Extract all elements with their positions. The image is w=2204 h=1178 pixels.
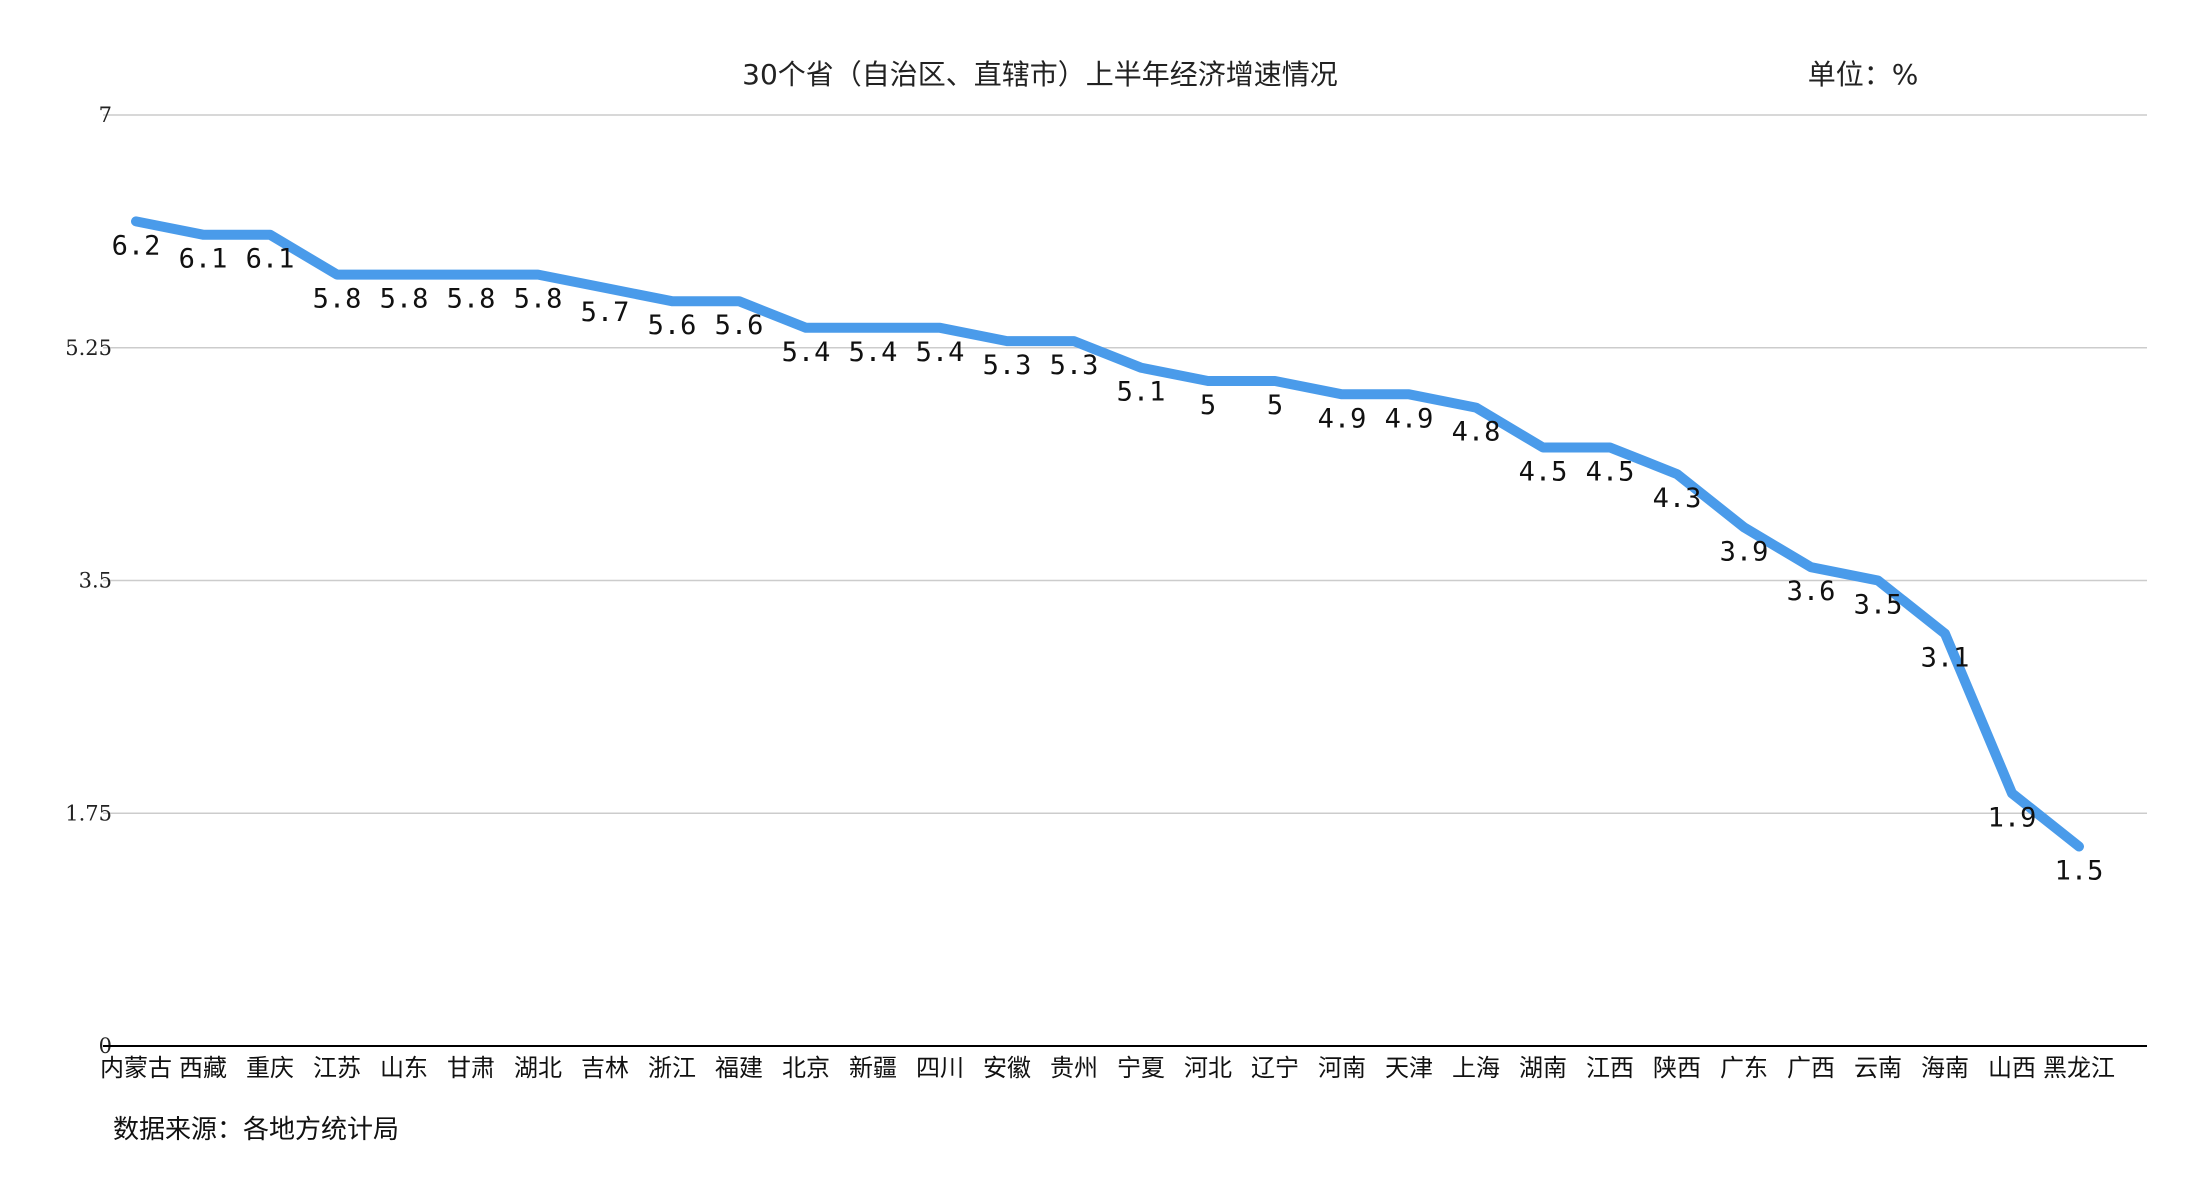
data-label: 4.9 <box>1385 403 1434 434</box>
y-axis-ticks: 01.753.55.257 <box>65 103 112 1058</box>
data-label: 5.8 <box>514 284 563 315</box>
unit-label: 单位：% <box>1808 58 1919 91</box>
x-category-label: 宁夏 <box>1117 1054 1165 1082</box>
x-category-label: 四川 <box>916 1054 964 1082</box>
x-category-label: 内蒙古 <box>100 1054 172 1082</box>
x-category-label: 广东 <box>1720 1054 1768 1082</box>
data-label: 1.9 <box>1988 802 2037 833</box>
data-label: 4.8 <box>1452 417 1501 448</box>
x-category-label: 陕西 <box>1653 1054 1701 1082</box>
x-category-label: 江西 <box>1586 1054 1634 1082</box>
data-label: 5.7 <box>581 297 630 328</box>
chart-title: 30个省（自治区、直辖市）上半年经济增速情况 <box>742 58 1338 91</box>
source-note: 数据来源：各地方统计局 <box>113 1115 399 1145</box>
x-category-label: 湖南 <box>1519 1054 1567 1082</box>
x-category-label: 山东 <box>380 1054 428 1082</box>
x-category-label: 甘肃 <box>447 1054 495 1082</box>
data-label: 4.5 <box>1586 457 1635 488</box>
x-category-label: 上海 <box>1452 1054 1500 1082</box>
data-label: 3.9 <box>1720 536 1769 567</box>
x-category-label: 海南 <box>1921 1054 1969 1082</box>
x-category-label: 河北 <box>1184 1054 1232 1082</box>
data-label: 5.8 <box>447 284 496 315</box>
y-tick-label: 5.25 <box>65 336 112 360</box>
x-category-label: 重庆 <box>246 1054 294 1082</box>
x-category-label: 新疆 <box>849 1054 897 1082</box>
series-line <box>131 216 2084 852</box>
data-label: 3.1 <box>1921 643 1970 674</box>
data-label: 5 <box>1267 390 1283 421</box>
x-category-label: 西藏 <box>179 1054 227 1082</box>
data-label: 5.4 <box>782 337 831 368</box>
data-label: 5.3 <box>1050 350 1099 381</box>
data-label: 4.5 <box>1519 457 1568 488</box>
gridlines <box>103 114 2147 814</box>
data-label: 6.1 <box>246 244 295 275</box>
x-category-label: 贵州 <box>1050 1054 1098 1082</box>
x-category-label: 江苏 <box>313 1054 361 1082</box>
x-category-label: 山西 <box>1988 1054 2036 1082</box>
x-category-label: 安徽 <box>983 1054 1031 1082</box>
x-category-label: 浙江 <box>648 1054 696 1082</box>
data-label: 5.6 <box>648 310 697 341</box>
data-label: 5.3 <box>983 350 1032 381</box>
data-label: 5.8 <box>380 284 429 315</box>
x-category-label: 天津 <box>1385 1054 1433 1082</box>
data-label: 3.5 <box>1854 590 1903 621</box>
x-category-label: 吉林 <box>581 1054 629 1082</box>
data-label: 4.9 <box>1318 403 1367 434</box>
data-label: 5.4 <box>916 337 965 368</box>
x-axis-categories: 内蒙古 西藏 重庆 江苏 山东 甘肃 湖北 吉林 浙江 福建 北京 新疆 四川 安徽 贵州 宁夏 河北 辽宁 河南天… <box>100 1054 2115 1082</box>
data-labels: 6.2 6.1 6.1 5.8 5.8 5.8 5.8 5.7 5.6 5.6 5.4 5.4 5.4 5… <box>112 230 2104 886</box>
data-label: 5 <box>1200 390 1216 421</box>
x-category-label: 云南 <box>1854 1054 1902 1082</box>
x-category-label: 河南 <box>1318 1054 1366 1082</box>
data-label: 5.1 <box>1117 377 1166 408</box>
data-label: 5.6 <box>715 310 764 341</box>
data-label: 4.3 <box>1653 483 1702 514</box>
x-category-label: 辽宁 <box>1251 1054 1299 1082</box>
data-label: 3.6 <box>1787 576 1836 607</box>
data-label: 1.5 <box>2055 856 2104 887</box>
data-label: 6.1 <box>179 244 228 275</box>
y-tick-label: 7 <box>99 103 112 127</box>
y-tick-label: 3.5 <box>79 569 112 593</box>
data-label: 5.8 <box>313 284 362 315</box>
x-category-label: 福建 <box>715 1054 763 1082</box>
data-label: 5.4 <box>849 337 898 368</box>
x-category-label: 湖北 <box>514 1054 562 1082</box>
x-category-label: 北京 <box>782 1054 830 1082</box>
data-label: 6.2 <box>112 230 161 261</box>
x-category-label: 广西 <box>1787 1054 1835 1082</box>
y-tick-label: 1.75 <box>65 801 112 825</box>
x-category-label: 黑龙江 <box>2043 1054 2115 1082</box>
